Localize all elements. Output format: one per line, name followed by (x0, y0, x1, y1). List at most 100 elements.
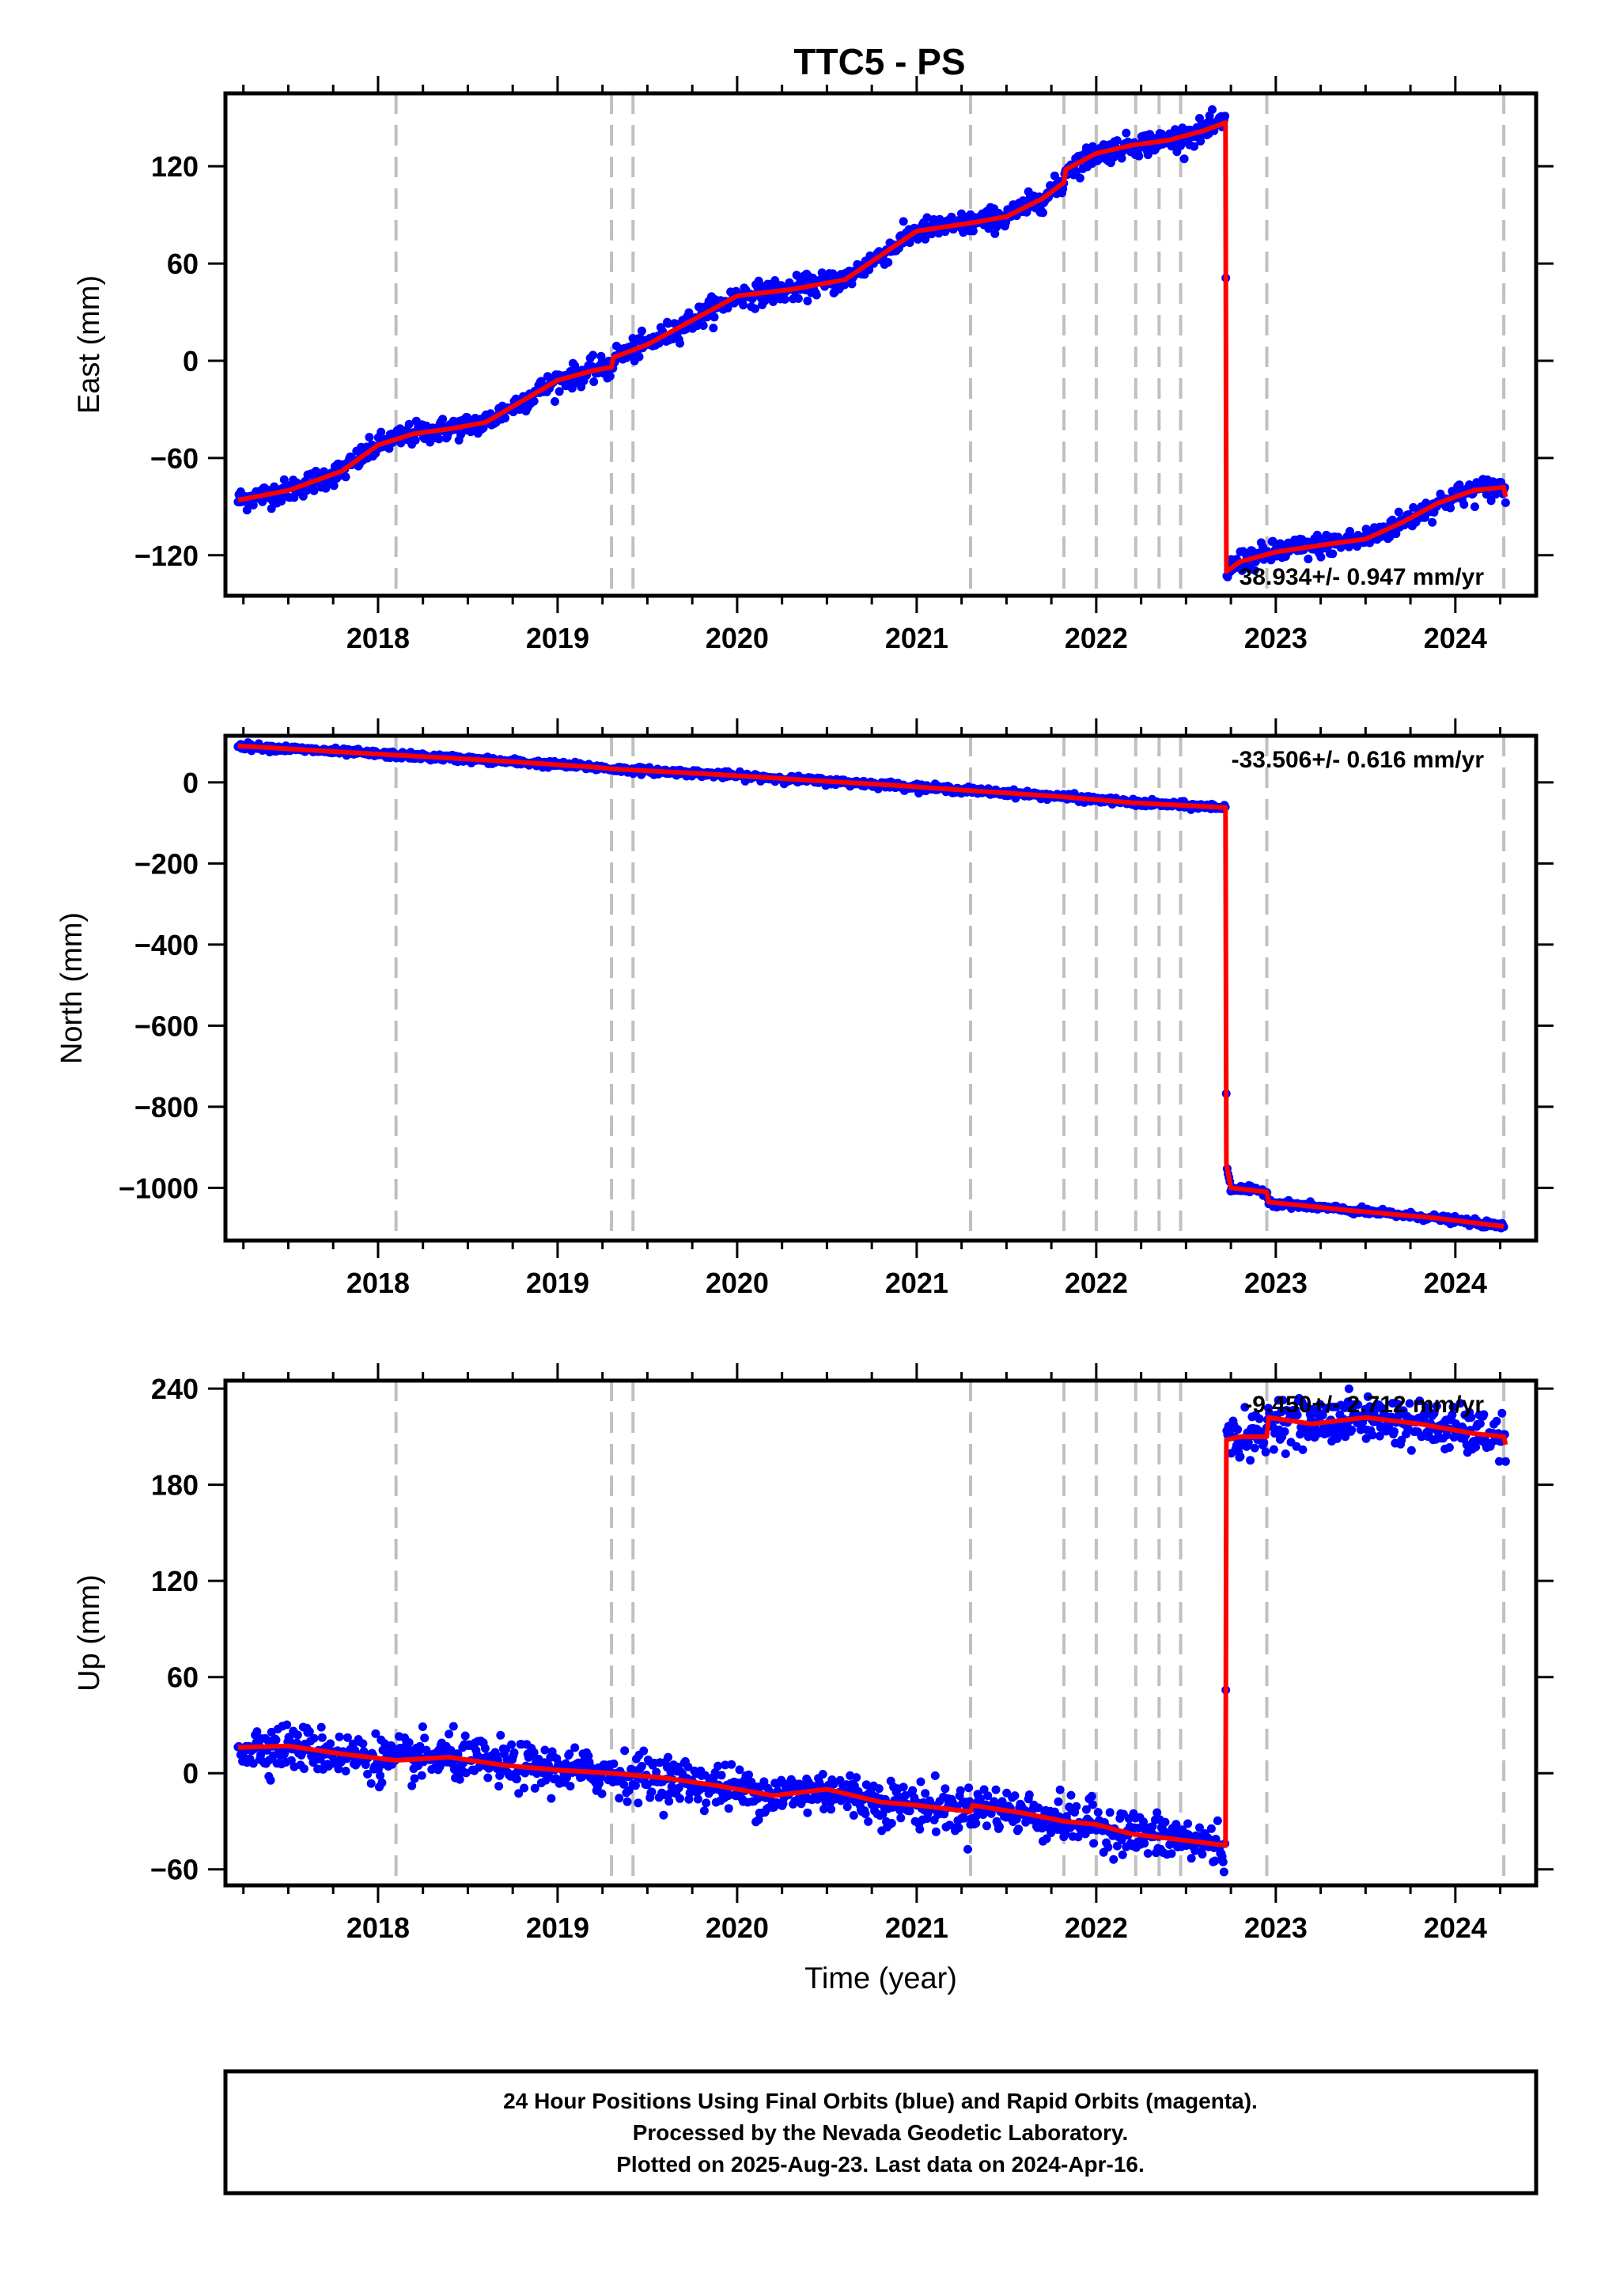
position-point (1278, 1396, 1288, 1405)
position-point (565, 1749, 574, 1759)
position-point (1501, 1457, 1510, 1466)
x-tick-label: 2022 (1065, 622, 1128, 654)
position-point (1390, 1427, 1399, 1436)
x-tick-label: 2024 (1424, 622, 1487, 654)
position-point (1010, 1791, 1020, 1801)
position-point (676, 1794, 684, 1803)
position-point (1298, 1445, 1308, 1454)
position-point (554, 1760, 563, 1769)
position-point (445, 1730, 454, 1739)
position-point (721, 1760, 730, 1770)
position-point (1391, 529, 1401, 539)
plot-frame (223, 733, 1539, 1243)
position-point (269, 1751, 278, 1760)
position-point (1219, 1867, 1228, 1877)
position-point (647, 1787, 657, 1797)
chart-title: TTC5 - PS (793, 41, 965, 82)
position-point (1148, 1822, 1157, 1832)
position-point (1095, 154, 1103, 164)
position-point (438, 415, 448, 424)
x-tick-label: 2024 (1424, 1267, 1487, 1299)
position-point (683, 1762, 693, 1771)
position-point (964, 1783, 974, 1793)
position-point (1497, 1408, 1507, 1418)
footer-line-3: Plotted on 2025-Aug-23. Last data on 202… (616, 2152, 1145, 2177)
position-point (1012, 1814, 1021, 1824)
position-point (1183, 1819, 1193, 1828)
position-point (1118, 1850, 1127, 1859)
position-point (271, 1735, 281, 1745)
position-point (1134, 151, 1144, 161)
position-point (637, 1761, 646, 1771)
position-point (460, 1731, 470, 1741)
position-point (570, 1743, 580, 1752)
position-point (1397, 1435, 1406, 1445)
model-line (237, 1415, 1508, 1848)
position-point (1089, 1839, 1099, 1848)
position-point (751, 304, 759, 313)
position-point (634, 1798, 643, 1808)
x-tick-label: 2018 (346, 1911, 410, 1944)
position-point (1280, 1427, 1289, 1436)
position-point (842, 1802, 852, 1812)
position-point (780, 294, 789, 304)
position-point (884, 258, 893, 267)
position-point (818, 1770, 827, 1779)
position-point (299, 1764, 308, 1774)
position-point (861, 1809, 870, 1819)
x-tick-label: 2022 (1065, 1267, 1128, 1299)
position-point (1109, 1855, 1118, 1864)
position-point (959, 1813, 969, 1823)
footer-line-2: Processed by the Nevada Geodetic Laborat… (633, 2120, 1129, 2145)
position-point (529, 396, 539, 406)
position-point (1088, 1800, 1097, 1809)
position-point (1471, 1442, 1481, 1452)
position-point (1429, 1409, 1439, 1419)
position-point (852, 1773, 861, 1783)
position-point (739, 301, 748, 310)
position-point (664, 1752, 673, 1762)
y-tick-label: −60 (150, 442, 199, 475)
position-point (727, 1760, 736, 1769)
position-point (724, 1804, 733, 1813)
position-point (908, 1786, 918, 1795)
position-point (667, 1782, 676, 1791)
y-tick-label: −1000 (119, 1172, 199, 1204)
position-point (1268, 536, 1277, 546)
position-point (1218, 1857, 1228, 1866)
y-tick-label: 180 (151, 1469, 199, 1502)
position-point (1346, 527, 1354, 536)
position-point (377, 427, 386, 437)
position-point (819, 1805, 828, 1813)
position-point (341, 472, 350, 482)
position-point (1315, 1400, 1325, 1409)
position-point (514, 1789, 524, 1798)
position-point (1195, 1823, 1204, 1832)
position-point (982, 1821, 991, 1831)
position-point (1375, 1431, 1384, 1441)
position-point (941, 1784, 950, 1794)
rate-label: -33.506+/- 0.616 mm/yr (1232, 747, 1485, 773)
y-tick-label: 60 (167, 1661, 199, 1694)
x-tick-label: 2024 (1424, 1911, 1487, 1944)
footer-line-1: 24 Hour Positions Using Final Orbits (bl… (503, 2089, 1258, 2113)
position-point (1347, 1425, 1357, 1434)
position-point (1333, 1434, 1342, 1443)
position-point (1112, 1841, 1122, 1851)
position-point (963, 1844, 972, 1854)
position-point (1501, 498, 1510, 507)
plot-frame (223, 1378, 1539, 1888)
position-point (803, 1808, 812, 1817)
position-point (615, 1794, 624, 1803)
position-point (1179, 154, 1189, 164)
y-tick-label: 60 (167, 248, 199, 280)
position-point (358, 1739, 368, 1749)
position-point (520, 1783, 529, 1793)
position-point (1208, 105, 1217, 114)
position-point (1293, 1410, 1302, 1419)
x-tick-label: 2022 (1065, 1911, 1128, 1944)
position-point (1213, 1816, 1222, 1825)
position-point (1432, 1401, 1441, 1411)
position-point (1255, 1414, 1264, 1423)
